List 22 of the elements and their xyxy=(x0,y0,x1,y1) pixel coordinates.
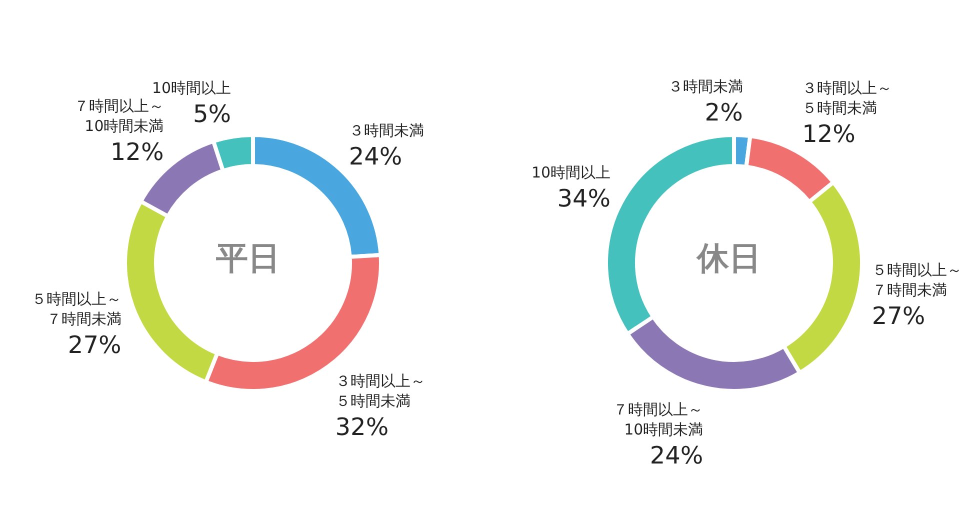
slice-label: ７時間以上～10時間未満 xyxy=(74,96,164,135)
data-label: 12% xyxy=(110,138,164,166)
data-label: 32% xyxy=(335,412,389,441)
data-label: 5% xyxy=(193,100,232,128)
slice-label: 10時間以上 xyxy=(152,79,232,98)
text: 平日 xyxy=(215,239,280,277)
slice-label: ５時間以上～７時間未満 xyxy=(31,290,122,328)
text: 休日 xyxy=(696,239,761,277)
slice-label: ３時間未満 xyxy=(668,77,743,96)
data-label: 24% xyxy=(348,142,402,170)
slice-label: 10時間以上 xyxy=(532,164,611,182)
data-label: 27% xyxy=(68,330,122,359)
data-label: 27% xyxy=(872,302,926,330)
data-label: 34% xyxy=(557,184,611,213)
data-label: 2% xyxy=(704,98,743,126)
slice-label: ７時間以上～10時間未満 xyxy=(613,400,704,439)
slice-label: ３時間以上～５時間未満 xyxy=(802,78,892,117)
slice-label: ３時間以上～５時間未満 xyxy=(335,372,426,410)
data-label: 24% xyxy=(650,442,704,470)
slice-label: ３時間未満 xyxy=(348,121,424,140)
slice-label: ５時間以上～７時間未満 xyxy=(872,261,962,300)
data-label: 12% xyxy=(802,120,856,148)
